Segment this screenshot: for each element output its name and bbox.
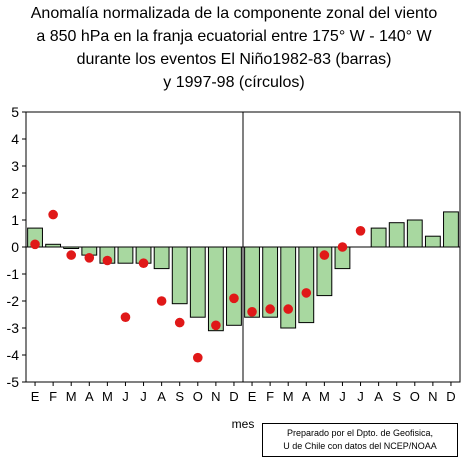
x-tick-label: D — [229, 389, 238, 404]
bar-1982-83 — [262, 246, 279, 318]
bar-1982-83 — [298, 246, 315, 324]
x-tick-label: A — [85, 389, 94, 404]
y-tick-label: 3 — [11, 158, 19, 174]
bar-1982-83 — [443, 211, 459, 248]
x-tick-label: J — [357, 389, 364, 404]
x-axis-label: mes — [232, 417, 255, 431]
dot-1997-98 — [319, 250, 330, 260]
x-tick-label: S — [392, 389, 401, 404]
dot-1997-98 — [102, 255, 113, 266]
y-tick-label: 5 — [11, 104, 19, 120]
bar-1982-83 — [424, 235, 441, 248]
x-tick-label: M — [66, 389, 77, 404]
y-tick-label: -3 — [7, 320, 20, 336]
dot-1997-98 — [84, 252, 95, 263]
bar-1982-83 — [406, 219, 423, 248]
y-tick-label: -5 — [7, 374, 20, 390]
credit-box: Preparado por el Dpto. de Geofisica, U d… — [262, 423, 458, 457]
dot-1997-98 — [247, 307, 257, 317]
x-tick-label: E — [248, 389, 257, 404]
bar-1982-83 — [117, 246, 134, 264]
x-tick-label: M — [283, 389, 294, 404]
credit-line-1: Preparado por el Dpto. de Geofisica, — [286, 428, 434, 438]
bar-1982-83 — [171, 246, 188, 305]
bar-1982-83 — [316, 246, 333, 297]
bar-1982-83 — [207, 246, 224, 332]
x-tick-label: A — [302, 389, 311, 404]
dot-1997-98 — [66, 250, 77, 260]
bar-1982-83 — [280, 246, 297, 329]
x-tick-label: N — [428, 389, 437, 404]
x-tick-label: S — [175, 389, 184, 404]
dot-1997-98 — [283, 304, 294, 314]
y-tick-label: 0 — [11, 239, 19, 255]
dot-1997-98 — [301, 288, 312, 298]
x-tick-label: M — [319, 389, 330, 404]
x-tick-label: A — [157, 389, 166, 404]
x-tick-label: M — [102, 389, 113, 404]
dot-1997-98 — [192, 352, 203, 363]
dot-1997-98 — [48, 209, 58, 220]
y-tick-label: 2 — [11, 185, 19, 201]
title-line-2: a 850 hPa en la franja ecuatorial entre … — [36, 28, 432, 45]
dot-1997-98 — [211, 320, 221, 331]
dot-1997-98 — [156, 296, 167, 306]
title-line-3: durante los eventos El Niño1982-83 (barr… — [76, 51, 392, 68]
x-tick-label: O — [410, 389, 420, 404]
x-tick-label: F — [266, 389, 274, 404]
y-tick-label: -2 — [7, 293, 20, 309]
bar-1982-83 — [153, 246, 170, 270]
dot-1997-98 — [355, 226, 366, 236]
dot-1997-98 — [265, 304, 275, 314]
bar-1982-83 — [388, 222, 405, 248]
bar-1982-83 — [370, 227, 387, 248]
dot-1997-98 — [174, 317, 185, 328]
title-line-4: y 1997-98 (círculos) — [163, 74, 305, 91]
title-line-1: Anomalía normalizada de la componente zo… — [30, 5, 438, 22]
y-tick-label: 1 — [11, 212, 19, 228]
y-tick-label: -4 — [7, 347, 20, 363]
bar-1982-83 — [45, 243, 62, 248]
bar-1982-83 — [63, 246, 80, 249]
x-tick-label: D — [446, 389, 455, 404]
x-tick-label: F — [49, 389, 57, 404]
y-tick-label: 4 — [11, 131, 19, 147]
chart-title: Anomalía normalizada de la componente zo… — [0, 2, 468, 94]
x-tick-label: J — [122, 389, 129, 404]
bar-1982-83 — [189, 246, 206, 318]
dot-1997-98 — [138, 258, 149, 269]
x-tick-label: J — [339, 389, 346, 404]
dot-1997-98 — [120, 312, 131, 323]
bar-1982-83 — [226, 246, 242, 326]
x-tick-label: O — [193, 389, 203, 404]
y-tick-label: -1 — [7, 266, 20, 282]
credit-line-2: U de Chile con datos del NCEP/NOAA — [283, 441, 437, 451]
x-tick-label: N — [211, 389, 220, 404]
x-tick-label: A — [374, 389, 383, 404]
bar-1982-83 — [244, 246, 260, 318]
dot-1997-98 — [229, 293, 239, 304]
dot-1997-98 — [30, 239, 40, 250]
x-tick-label: J — [140, 389, 147, 404]
dot-1997-98 — [337, 242, 348, 252]
x-tick-label: E — [31, 389, 40, 404]
